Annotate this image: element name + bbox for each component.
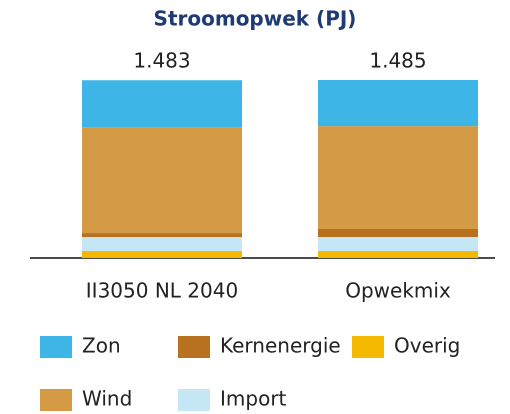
total-label: 1.483 [133, 49, 190, 73]
x-tick-label: II3050 NL 2040 [86, 279, 238, 303]
legend-label: Zon [82, 334, 121, 358]
bar-segment [318, 251, 478, 258]
legend-swatch [178, 389, 210, 411]
legend-label: Overig [394, 334, 460, 358]
bar-segment [82, 233, 242, 238]
bar-segment [318, 228, 478, 238]
bar-segment [82, 237, 242, 252]
bar-segment [82, 80, 242, 128]
bar-segment [82, 127, 242, 234]
legend-swatch [40, 336, 72, 358]
bar-segment [82, 251, 242, 258]
legend-swatch [40, 389, 72, 411]
legend-label: Wind [82, 387, 132, 411]
legend-label: Import [220, 387, 287, 411]
legend-label: Kernenergie [220, 334, 341, 358]
legend-swatch [178, 336, 210, 358]
legend-swatch [352, 336, 384, 358]
total-label: 1.485 [369, 49, 426, 73]
bar-segment [318, 126, 478, 229]
chart-title: Stroomopwek (PJ) [154, 7, 357, 31]
bar-segment [318, 237, 478, 252]
bar-segment [318, 80, 478, 127]
x-tick-label: Opwekmix [345, 279, 451, 303]
